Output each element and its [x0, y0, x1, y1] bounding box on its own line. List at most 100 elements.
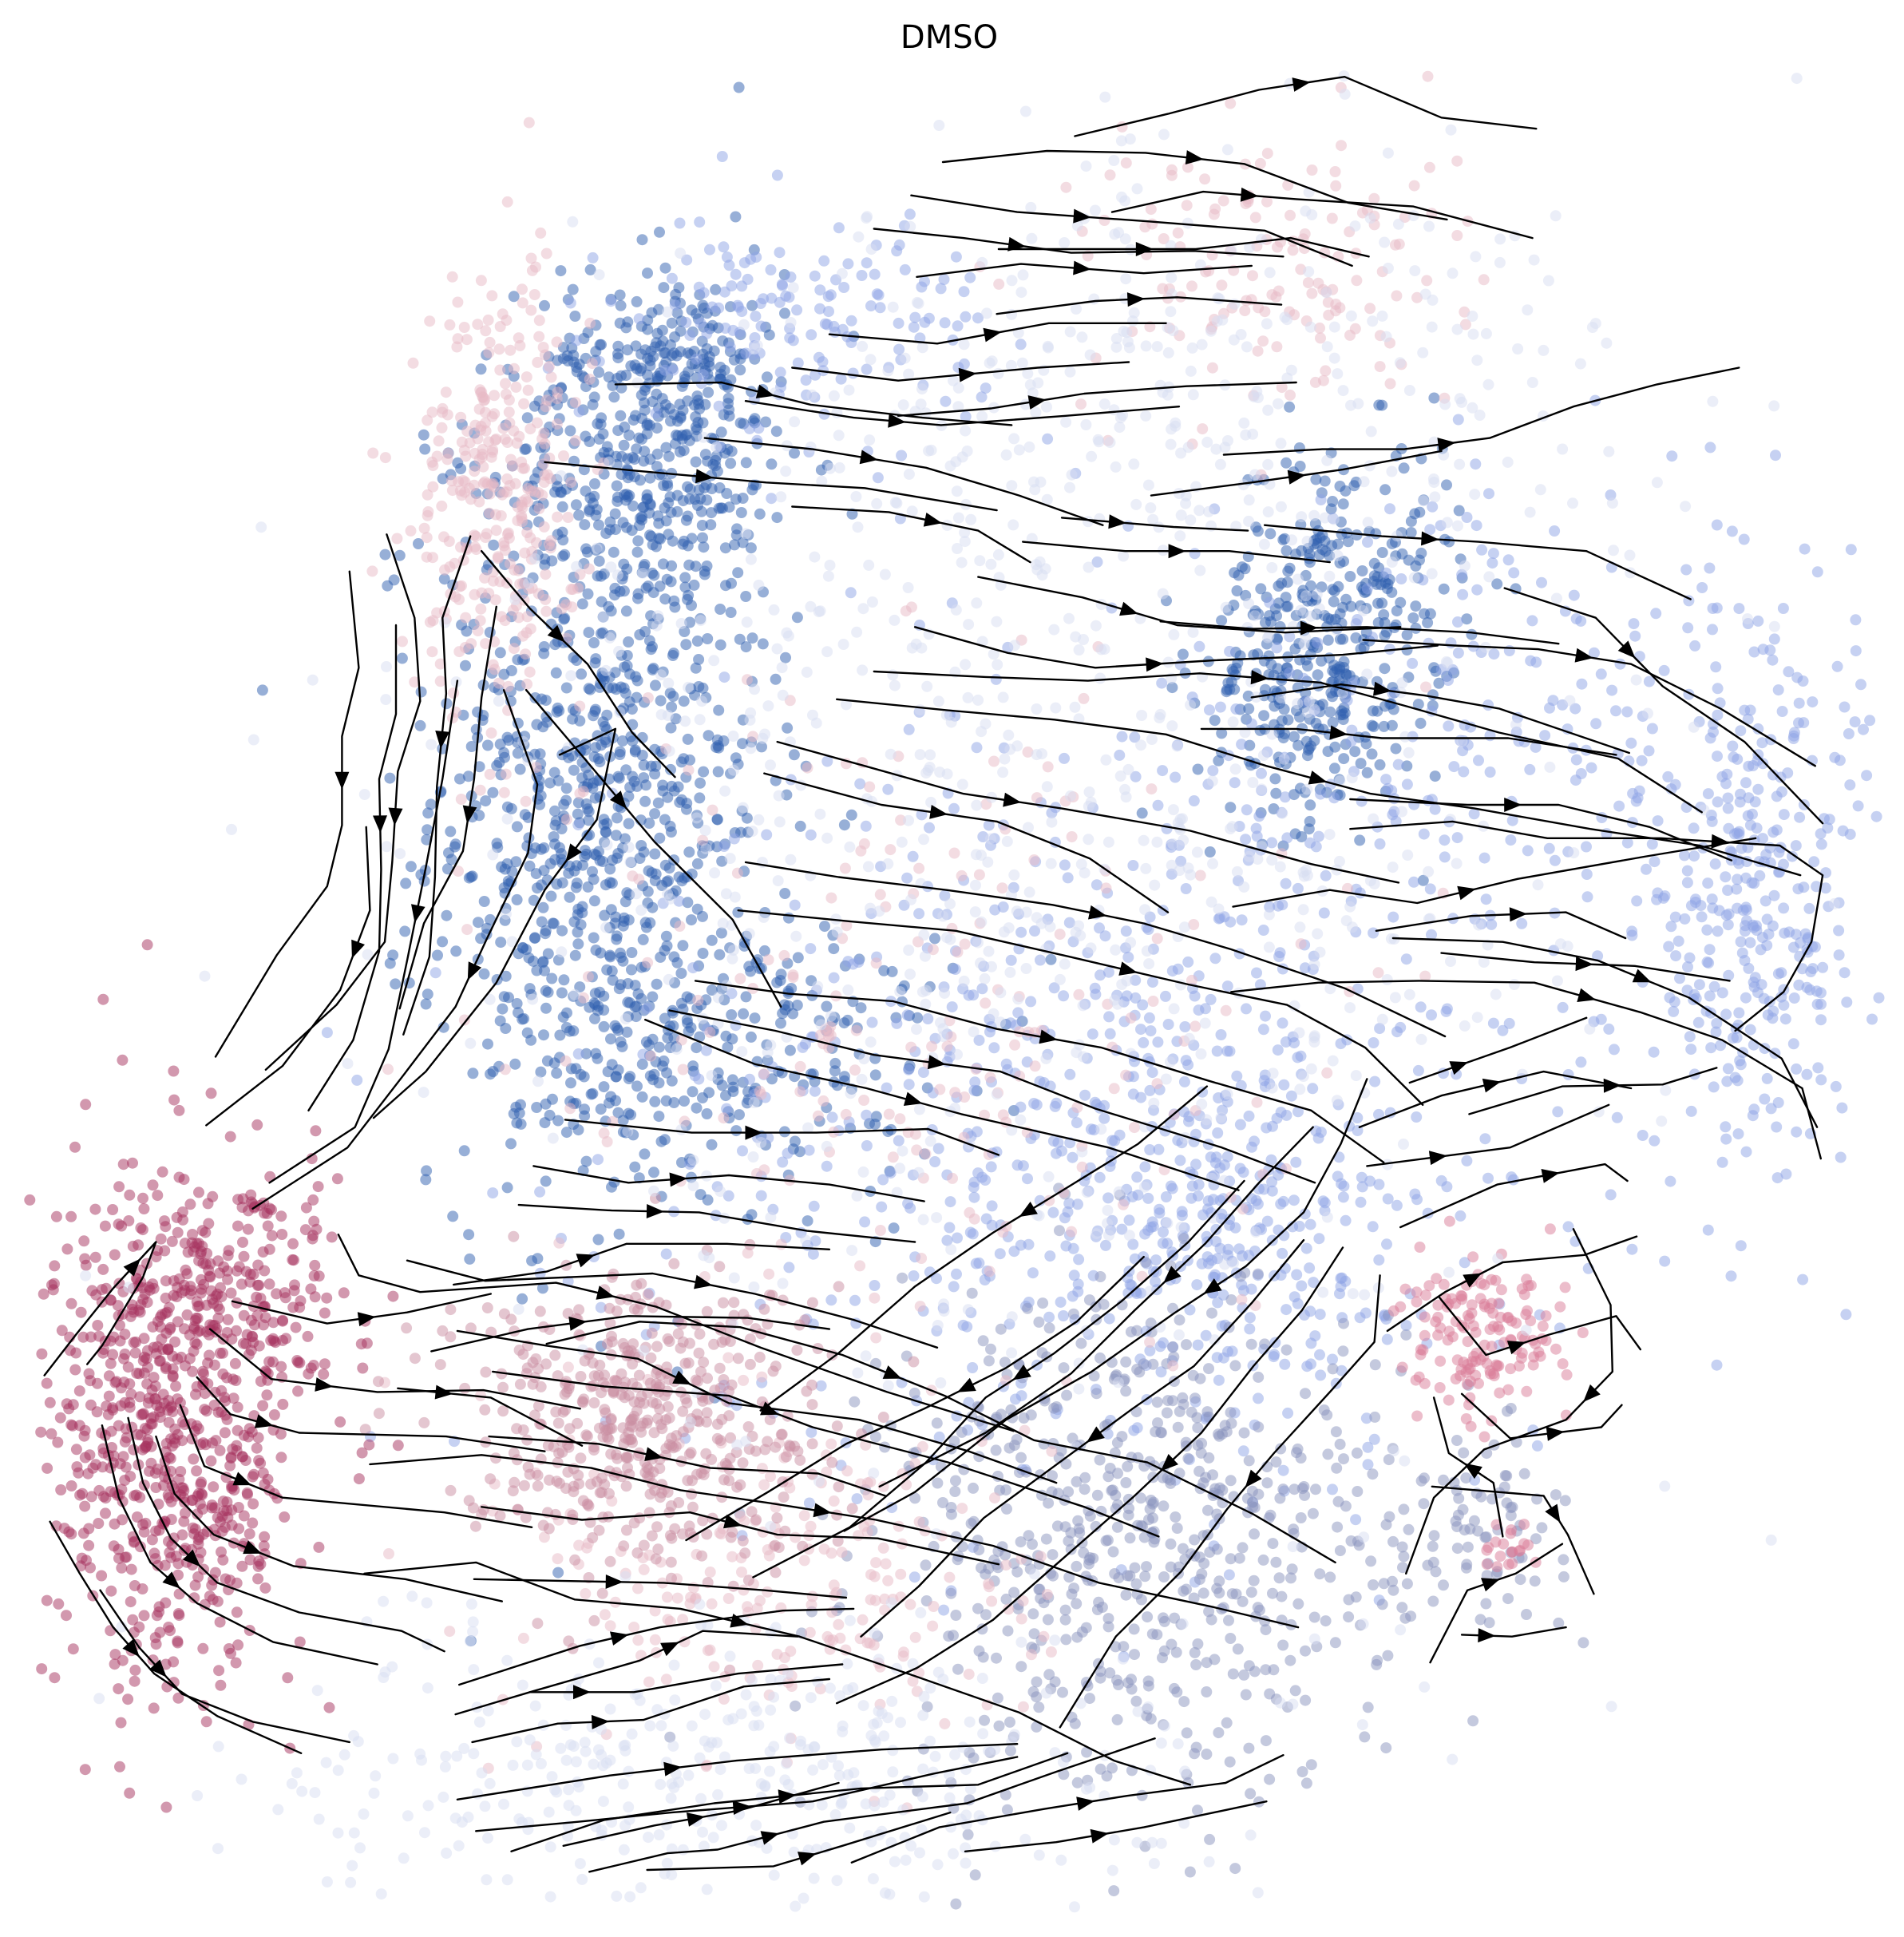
cell-point [823, 306, 834, 318]
cell-point [1378, 609, 1390, 620]
cell-point [766, 493, 778, 505]
cell-point [968, 1084, 980, 1096]
cell-point [1590, 718, 1602, 730]
cell-point [980, 1174, 992, 1186]
cell-point [1388, 806, 1400, 818]
cell-point [881, 1082, 893, 1094]
cell-point [537, 458, 549, 470]
cell-point [540, 568, 552, 580]
cell-point [1058, 990, 1070, 1002]
cell-point [1417, 574, 1429, 586]
cell-point [1246, 1141, 1257, 1153]
cell-point [985, 1161, 997, 1173]
cell-point [1090, 1520, 1102, 1532]
cell-point [678, 753, 690, 765]
cell-point [865, 300, 877, 312]
cell-point [1429, 770, 1441, 782]
cell-point [1787, 1038, 1799, 1050]
cell-point [1102, 1613, 1114, 1625]
cell-point [1371, 1658, 1383, 1670]
cell-point [631, 443, 643, 455]
cell-point [1249, 1666, 1261, 1678]
cell-point [593, 519, 604, 531]
cell-point [1407, 612, 1419, 624]
cell-point [461, 426, 473, 438]
cell-point [901, 1009, 913, 1021]
cell-point [847, 958, 859, 970]
cell-point [1708, 726, 1719, 738]
cell-point [1451, 1543, 1463, 1555]
cell-point [1204, 846, 1216, 858]
cell-point [686, 600, 697, 612]
cell-point [639, 344, 651, 356]
cell-point [649, 1634, 661, 1646]
cell-point [1213, 1727, 1225, 1739]
cell-point [805, 829, 817, 841]
cell-point [521, 412, 533, 424]
cell-point [422, 506, 434, 517]
cell-point [1328, 596, 1340, 608]
cell-point [494, 321, 506, 332]
cell-point [503, 992, 514, 1004]
cell-point [522, 811, 534, 823]
cell-point [484, 336, 496, 348]
cell-point [1845, 544, 1857, 556]
cell-point [1184, 1866, 1196, 1878]
cell-point [1158, 1615, 1170, 1627]
cell-point [1830, 1080, 1842, 1092]
cell-point [626, 964, 637, 976]
cell-point [510, 381, 522, 393]
cell-point [1212, 1297, 1224, 1309]
cell-point [687, 962, 699, 974]
cell-point [1269, 1349, 1281, 1361]
cell-point [1438, 583, 1450, 595]
cell-point [1004, 1716, 1015, 1728]
cell-point [647, 641, 658, 652]
cell-point [637, 933, 649, 945]
cell-point [663, 450, 675, 462]
cell-point [521, 527, 533, 538]
cell-point [713, 704, 725, 716]
cell-point [1000, 1593, 1012, 1605]
cell-point [946, 1001, 958, 1013]
cell-point [703, 1087, 715, 1099]
cell-point [652, 303, 664, 315]
cell-point [1249, 212, 1261, 224]
cell-point [1244, 739, 1256, 751]
cell-point [1310, 1483, 1321, 1495]
cell-point [528, 289, 540, 300]
cell-point [670, 438, 681, 450]
cell-point [1292, 882, 1304, 894]
cell-point [695, 1189, 707, 1201]
cell-point [651, 327, 663, 339]
cell-point [1151, 1396, 1163, 1408]
cell-point [1023, 1530, 1035, 1542]
cell-point [562, 1361, 574, 1373]
cell-point [1344, 571, 1356, 582]
cell-point [1453, 505, 1465, 517]
cell-point [558, 613, 570, 625]
cell-point [490, 525, 502, 537]
cell-point [662, 480, 674, 492]
cell-point [413, 538, 424, 549]
cell-point [1451, 1435, 1463, 1446]
cell-point [612, 1064, 624, 1076]
cell-point [1129, 1562, 1141, 1574]
cell-point [1756, 932, 1768, 944]
cell-point [861, 1140, 873, 1151]
cell-point [383, 1548, 394, 1559]
cell-point [470, 544, 482, 556]
cell-point [501, 801, 513, 813]
cell-point [1300, 1242, 1312, 1254]
cell-point [1301, 660, 1313, 671]
cell-point [1502, 1593, 1514, 1605]
cell-point [579, 519, 591, 531]
cell-point [595, 947, 607, 959]
cell-point [713, 302, 725, 314]
cell-point [1266, 1176, 1278, 1188]
cell-point [1757, 833, 1768, 845]
cell-point [695, 317, 707, 329]
cell-point [1079, 1472, 1091, 1483]
cell-point [1312, 669, 1324, 681]
cell-point [498, 537, 510, 549]
